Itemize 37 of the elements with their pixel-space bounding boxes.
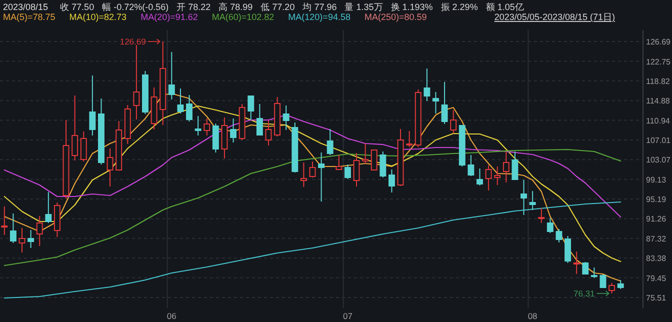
chart-subtitle: 2023/05/05-2023/08/15 (71日) — [494, 12, 615, 22]
chart-title: 2023/08/15 — [3, 2, 48, 12]
text: 额 1.05亿 — [486, 2, 524, 12]
x-tick-label: 06 — [166, 311, 177, 321]
y-tick-label: 75.51 — [646, 293, 667, 302]
y-tick-label: 107.01 — [646, 136, 672, 145]
legend-label: MA(250)=80.59 — [364, 12, 427, 22]
text: MA(60)=102.82 — [212, 12, 274, 22]
y-tick-label: 83.38 — [646, 254, 667, 264]
text: MA(20)=91.62 — [140, 12, 198, 22]
text: MA(5)=78.75 — [3, 12, 56, 22]
x-tick-label: 08 — [528, 311, 538, 321]
y-tick-label: 110.94 — [646, 116, 670, 126]
y-tick-label: 114.88 — [646, 96, 670, 106]
text: 量 1.35万 — [344, 2, 383, 12]
text: 换 1.193% — [390, 2, 433, 12]
annotation: 76.31 — [574, 288, 596, 298]
y-tick-label: 79.45 — [646, 274, 667, 283]
text: 低 77.20 — [260, 2, 295, 12]
text: MA(120)=94.58 — [288, 12, 350, 22]
y-tick-label: 91.26 — [646, 214, 667, 224]
y-tick-label: 99.13 — [646, 175, 667, 184]
text: 高 78.99 — [218, 2, 253, 12]
text: 开 78.22 — [176, 2, 211, 12]
y-tick-label: 95.19 — [646, 195, 667, 204]
text: 均 77.96 — [302, 2, 337, 12]
y-tick-label: 103.07 — [646, 156, 672, 165]
annotation: 126.69 — [120, 36, 146, 47]
y-tick-label: 126.69 — [646, 38, 672, 47]
text: MA(10)=82.73 — [69, 12, 127, 22]
text: 振 2.29% — [440, 2, 478, 12]
y-tick-label: 118.82 — [646, 76, 670, 86]
y-tick-label: 87.32 — [646, 234, 667, 244]
y-tick-label: 122.75 — [646, 57, 672, 66]
text: 幅 -0.72%(-0.56) — [102, 2, 169, 12]
x-tick-label: 07 — [342, 311, 353, 321]
text: 收 77.50 — [60, 2, 94, 12]
